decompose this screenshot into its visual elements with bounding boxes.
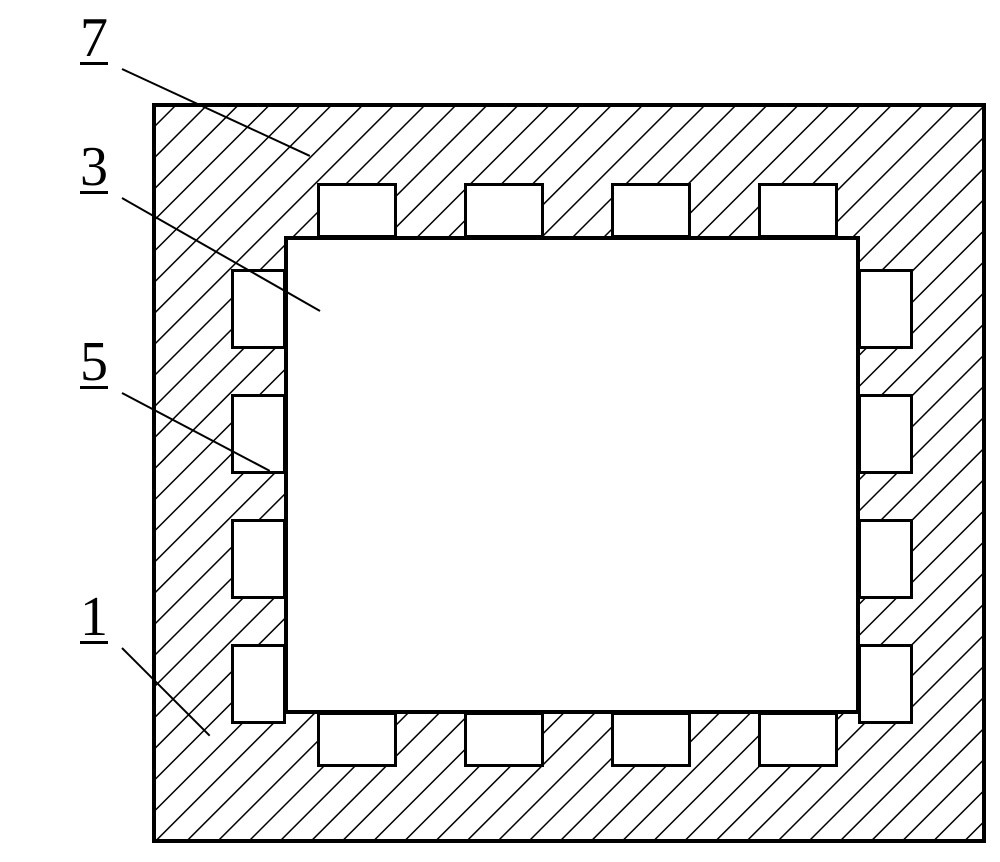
label-1: 1 <box>80 585 108 649</box>
cutout-right-0 <box>858 269 913 349</box>
label-5: 5 <box>80 330 108 394</box>
diagram-root: 7 3 5 1 <box>0 0 1000 862</box>
cutout-bottom-2 <box>611 712 691 767</box>
cutout-right-2 <box>858 519 913 599</box>
cutout-left-2 <box>231 519 286 599</box>
cutout-bottom-3 <box>758 712 838 767</box>
cutout-top-0 <box>317 183 397 238</box>
cutout-bottom-1 <box>464 712 544 767</box>
label-3: 3 <box>80 135 108 199</box>
cutout-left-1 <box>231 394 286 474</box>
cutout-left-3 <box>231 644 286 724</box>
cutout-right-3 <box>858 644 913 724</box>
cutout-left-0 <box>231 269 286 349</box>
cutout-right-1 <box>858 394 913 474</box>
inner-frame <box>284 236 860 714</box>
cutout-bottom-0 <box>317 712 397 767</box>
label-7: 7 <box>80 6 108 70</box>
cutout-top-2 <box>611 183 691 238</box>
cutout-top-3 <box>758 183 838 238</box>
cutout-top-1 <box>464 183 544 238</box>
